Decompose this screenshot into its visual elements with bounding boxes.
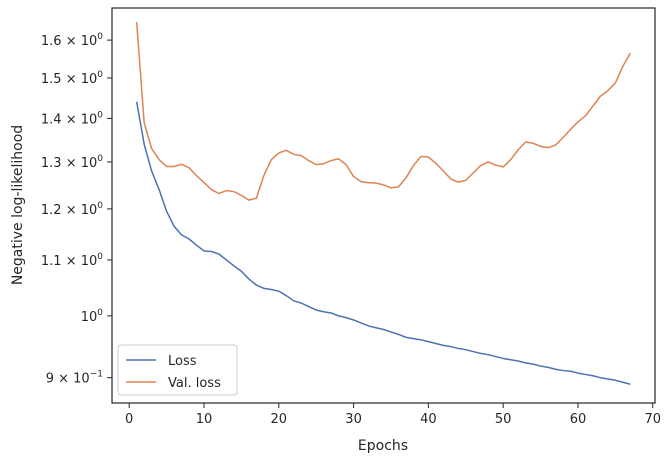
series-line-loss — [135, 101, 631, 385]
legend: Loss Val. loss — [117, 344, 238, 396]
series-layer — [135, 21, 631, 385]
x-tick-label: 0 — [125, 412, 133, 427]
x-tick-label: 10 — [196, 412, 213, 427]
x-tick-label: 70 — [644, 412, 661, 427]
series-line-val-loss — [135, 21, 631, 201]
legend-label-loss: Loss — [168, 354, 197, 369]
y-tick-label: 1.4 × 100 — [41, 110, 103, 127]
y-tick-label: 1.6 × 100 — [41, 32, 103, 49]
plot-area-frame — [111, 7, 656, 404]
y-axis-label: Negative log-likelihood — [10, 125, 26, 285]
y-tick-label: 1.5 × 100 — [41, 70, 103, 87]
x-tick-label: 60 — [570, 412, 587, 427]
legend-label-val-loss: Val. loss — [168, 376, 221, 391]
x-axis: 0 10 20 30 40 50 60 70 — [125, 403, 661, 427]
x-tick-label: 20 — [271, 412, 288, 427]
y-tick-label: 1.3 × 100 — [41, 154, 103, 171]
x-tick-label: 50 — [495, 412, 512, 427]
x-axis-label: Epochs — [358, 438, 408, 454]
y-tick-label: 100 — [81, 308, 104, 325]
y-tick-label: 9 × 10−1 — [46, 370, 103, 387]
y-tick-label: 1.2 × 100 — [41, 201, 103, 218]
y-tick-label: 1.1 × 100 — [41, 252, 103, 269]
y-axis: 9 × 10−1 100 1.1 × 100 1.2 × 100 1.3 × 100 1.… — [41, 32, 112, 387]
x-tick-label: 30 — [345, 412, 362, 427]
x-tick-label: 40 — [420, 412, 437, 427]
